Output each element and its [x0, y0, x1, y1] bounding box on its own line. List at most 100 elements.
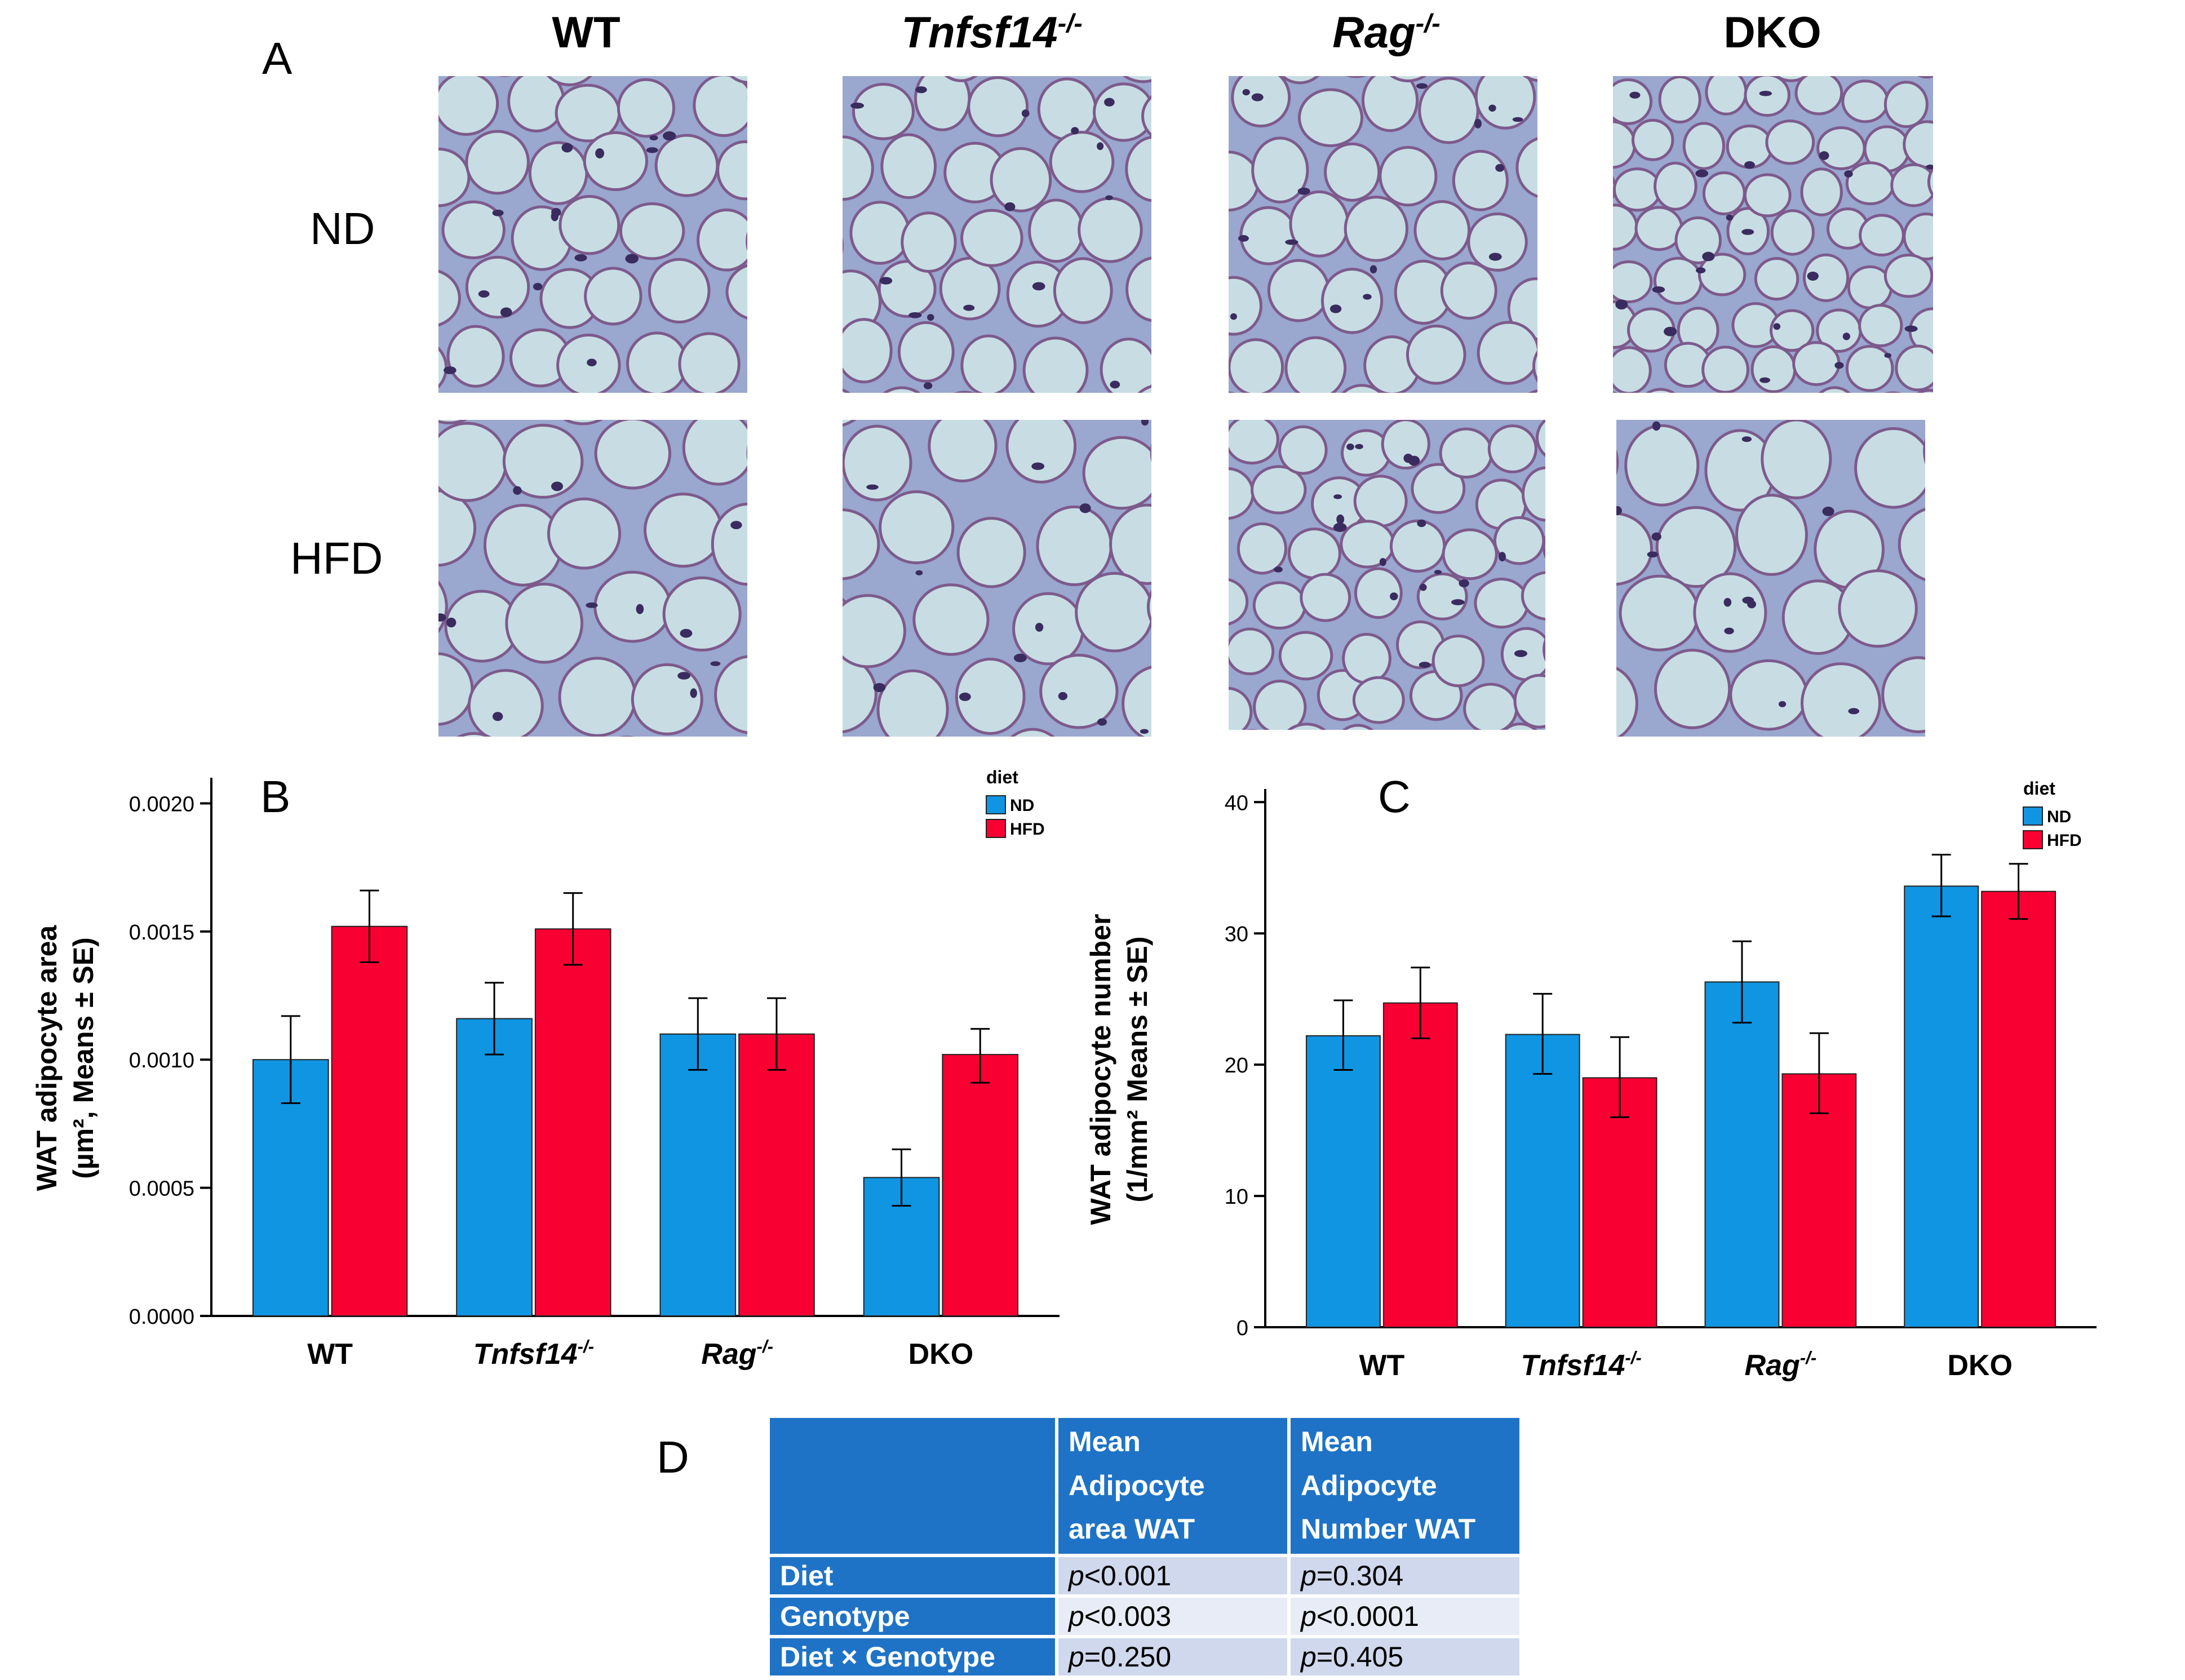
x-tick-label-rag: Rag-/-	[701, 1337, 773, 1371]
row-header-nd: ND	[310, 203, 375, 254]
y-axis-label-line2: (µm², Means ± SE)	[68, 937, 99, 1179]
column-header-rag-sup: -/-	[1415, 8, 1441, 38]
row-header-hfd: HFD	[290, 533, 383, 583]
legend-title: diet	[2023, 778, 2055, 799]
table-cell: p=0.250	[1058, 1638, 1287, 1675]
x-tick-label-tnfsf14: Tnfsf14-/-	[473, 1337, 594, 1371]
table-cell: p=0.405	[1291, 1638, 1519, 1675]
bar-hfd-tnfsf14	[1582, 1077, 1657, 1328]
p-value: =0.250	[1084, 1641, 1172, 1673]
y-tick-label: 10	[1225, 1185, 1248, 1209]
x-tick-label-tnfsf14: Tnfsf14-/-	[1521, 1348, 1641, 1382]
p-value: <0.0001	[1316, 1600, 1419, 1632]
legend-label-nd: ND	[2047, 808, 2071, 826]
micrograph-rag-hfd	[1229, 420, 1545, 730]
table-row: Diet × Genotype p=0.250 p=0.405	[770, 1638, 1519, 1675]
column-header-wt-text: WT	[552, 7, 621, 57]
micrograph-wt-hfd	[438, 420, 747, 737]
y-tick-label: 30	[1225, 923, 1248, 946]
micrograph-rag-nd	[1229, 76, 1537, 393]
x-tick-label-wt: WT	[307, 1338, 353, 1371]
table-header-row: Mean Adipocyte area WAT Mean Adipocyte N…	[770, 1418, 1519, 1554]
legend-swatch-hfd	[986, 819, 1006, 838]
micrograph-wt-nd	[438, 76, 747, 393]
bar-nd-rag	[1704, 981, 1780, 1328]
column-header-wt: WT	[428, 7, 744, 58]
column-header-rag-text: Rag	[1332, 7, 1416, 57]
y-tick-label: 40	[1225, 791, 1248, 815]
bar-nd-dko	[1904, 885, 1979, 1328]
p-value: =0.304	[1316, 1559, 1404, 1592]
column-header-tnfsf14-sup: -/-	[1057, 8, 1083, 38]
table-cell: p=0.304	[1291, 1557, 1519, 1594]
table-row-label: Diet × Genotype	[770, 1638, 1055, 1675]
table-cell: p<0.003	[1058, 1597, 1287, 1635]
legend-swatch-nd	[986, 795, 1006, 814]
legend-swatch-nd	[2023, 806, 2043, 826]
y-tick-label: 0.0000	[129, 1305, 194, 1329]
p-symbol: p	[1301, 1559, 1317, 1592]
y-tick-label: 20	[1225, 1054, 1248, 1078]
chart-c: 0 10 20 30 40 WAT adipocyte number (1/mm² Mean…	[1085, 778, 2097, 1382]
table-row: Diet p<0.001 p=0.304	[770, 1557, 1519, 1594]
panel-label-b: B	[260, 772, 291, 822]
table-row-label: Genotype	[770, 1597, 1055, 1635]
column-header-rag: Rag-/-	[1229, 7, 1544, 58]
legend-swatch-hfd	[2023, 830, 2043, 849]
y-tick-label: 0.0010	[129, 1049, 194, 1072]
y-tick-label: 0.0005	[129, 1177, 194, 1201]
column-header-dko-text: DKO	[1723, 7, 1821, 57]
panel-label-d: D	[657, 1432, 689, 1482]
p-symbol: p	[1069, 1559, 1084, 1592]
bar-nd-rag	[659, 1033, 737, 1316]
chart-b: 0.0000 0.0005 0.0010 0.0015 0.0020 WAT adipoc…	[31, 767, 1060, 1371]
x-tick-label-wt: WT	[1359, 1349, 1404, 1382]
table-header-number: Mean Adipocyte Number WAT	[1291, 1418, 1519, 1554]
table-header-area: Mean Adipocyte area WAT	[1058, 1418, 1287, 1554]
p-value: <0.001	[1084, 1559, 1172, 1592]
y-axis-label-line1: WAT adipocyte number	[1085, 914, 1116, 1225]
column-header-dko: DKO	[1615, 7, 1930, 58]
column-header-tnfsf14: Tnfsf14-/-	[834, 7, 1150, 58]
column-header-tnfsf14-text: Tnfsf14	[901, 7, 1058, 57]
table-header-area-text: Mean Adipocyte area WAT	[1069, 1426, 1205, 1545]
table-cell: p<0.001	[1058, 1557, 1287, 1594]
table-header-number-text: Mean Adipocyte Number WAT	[1301, 1426, 1476, 1545]
bar-hfd-rag	[738, 1033, 815, 1316]
panel-label-c: C	[1378, 772, 1411, 822]
bar-hfd-wt	[1382, 1002, 1458, 1328]
x-tick-label-dko: DKO	[1947, 1349, 2013, 1382]
bar-hfd-rag	[1781, 1073, 1857, 1328]
legend-label-hfd: HFD	[2047, 831, 2082, 850]
bar-hfd-dko	[942, 1054, 1019, 1317]
y-axis-label-line1: WAT adipocyte area	[31, 925, 63, 1191]
p-symbol: p	[1301, 1641, 1317, 1673]
micrograph-tnfsf14-hfd	[843, 420, 1151, 737]
bar-hfd-tnfsf14	[534, 928, 611, 1316]
p-symbol: p	[1301, 1600, 1317, 1632]
table-cell: p<0.0001	[1291, 1597, 1519, 1635]
panel-label-a: A	[262, 33, 292, 83]
x-tick-label-dko: DKO	[908, 1338, 974, 1371]
micrograph-tnfsf14-nd	[843, 76, 1151, 393]
y-tick-label: 0	[1236, 1316, 1248, 1340]
stats-table: Mean Adipocyte area WAT Mean Adipocyte N…	[766, 1415, 1523, 1679]
p-value: <0.003	[1084, 1600, 1172, 1632]
legend-label-hfd: HFD	[1010, 820, 1045, 839]
micrograph-dko-nd	[1613, 76, 1933, 393]
p-symbol: p	[1069, 1641, 1084, 1673]
bar-hfd-dko	[1981, 890, 2057, 1328]
p-symbol: p	[1069, 1600, 1084, 1632]
table-row-label: Diet	[770, 1557, 1055, 1594]
x-tick-label-rag: Rag-/-	[1745, 1348, 1817, 1382]
table-header-blank	[770, 1418, 1055, 1554]
bar-nd-tnfsf14	[456, 1018, 533, 1316]
micrograph-dko-hfd	[1616, 420, 1925, 737]
legend-label-nd: ND	[1010, 796, 1034, 815]
bar-nd-tnfsf14	[1505, 1034, 1580, 1328]
y-tick-label: 0.0015	[129, 921, 194, 945]
y-tick-label: 0.0020	[129, 792, 194, 816]
bar-hfd-wt	[331, 925, 408, 1316]
p-value: =0.405	[1316, 1641, 1404, 1673]
bar-nd-wt	[1305, 1035, 1381, 1328]
